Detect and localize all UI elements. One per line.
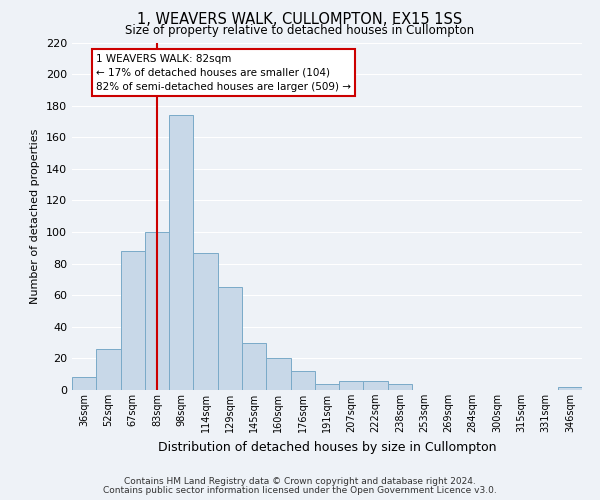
Text: 1, WEAVERS WALK, CULLOMPTON, EX15 1SS: 1, WEAVERS WALK, CULLOMPTON, EX15 1SS [137,12,463,28]
Bar [339,380,364,390]
Bar [364,380,388,390]
Bar [169,115,193,390]
Y-axis label: Number of detached properties: Number of detached properties [31,128,40,304]
Text: 1 WEAVERS WALK: 82sqm
← 17% of detached houses are smaller (104)
82% of semi-det: 1 WEAVERS WALK: 82sqm ← 17% of detached … [96,54,351,92]
Bar [290,371,315,390]
Bar [72,378,96,390]
Bar [388,384,412,390]
X-axis label: Distribution of detached houses by size in Cullompton: Distribution of detached houses by size … [158,440,496,454]
Bar [242,342,266,390]
Bar [96,349,121,390]
Bar [266,358,290,390]
Bar [193,252,218,390]
Bar [315,384,339,390]
Bar [558,387,582,390]
Bar [121,251,145,390]
Text: Size of property relative to detached houses in Cullompton: Size of property relative to detached ho… [125,24,475,37]
Text: Contains HM Land Registry data © Crown copyright and database right 2024.: Contains HM Land Registry data © Crown c… [124,477,476,486]
Bar [145,232,169,390]
Text: Contains public sector information licensed under the Open Government Licence v3: Contains public sector information licen… [103,486,497,495]
Bar [218,288,242,390]
